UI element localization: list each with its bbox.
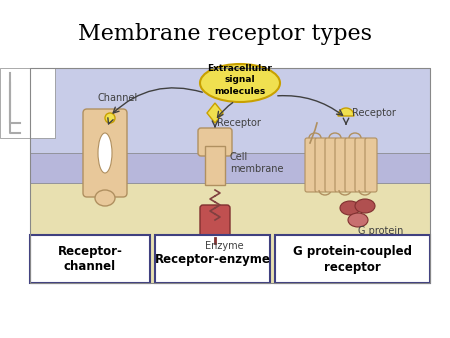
Text: Receptor: Receptor xyxy=(352,108,396,118)
FancyBboxPatch shape xyxy=(0,68,55,138)
Ellipse shape xyxy=(95,190,115,206)
Text: Extracellular
signal
molecules: Extracellular signal molecules xyxy=(207,65,272,96)
FancyBboxPatch shape xyxy=(305,138,317,192)
FancyBboxPatch shape xyxy=(30,235,150,283)
FancyBboxPatch shape xyxy=(345,138,357,192)
FancyBboxPatch shape xyxy=(155,235,270,283)
Ellipse shape xyxy=(98,133,112,173)
FancyBboxPatch shape xyxy=(30,68,430,153)
FancyBboxPatch shape xyxy=(30,153,430,183)
Ellipse shape xyxy=(200,64,280,102)
Text: Enzyme: Enzyme xyxy=(205,241,243,251)
Ellipse shape xyxy=(105,113,115,123)
Text: Receptor: Receptor xyxy=(217,118,261,128)
Polygon shape xyxy=(207,103,223,123)
FancyBboxPatch shape xyxy=(205,146,225,185)
Ellipse shape xyxy=(348,213,368,227)
Text: G protein: G protein xyxy=(358,226,403,236)
Text: Receptor-enzyme: Receptor-enzyme xyxy=(154,252,270,266)
FancyBboxPatch shape xyxy=(315,138,327,192)
FancyBboxPatch shape xyxy=(83,109,127,197)
Ellipse shape xyxy=(355,199,375,213)
Text: Channel: Channel xyxy=(97,93,137,103)
Text: Receptor-
channel: Receptor- channel xyxy=(58,244,122,273)
FancyBboxPatch shape xyxy=(198,128,232,156)
FancyBboxPatch shape xyxy=(335,138,347,192)
Text: G protein-coupled
receptor: G protein-coupled receptor xyxy=(293,244,412,273)
FancyBboxPatch shape xyxy=(325,138,337,192)
FancyBboxPatch shape xyxy=(355,138,367,192)
Text: Cell
membrane: Cell membrane xyxy=(230,152,284,174)
Polygon shape xyxy=(338,108,354,116)
FancyBboxPatch shape xyxy=(30,183,430,283)
Ellipse shape xyxy=(340,201,360,215)
FancyBboxPatch shape xyxy=(200,205,230,241)
FancyBboxPatch shape xyxy=(275,235,430,283)
FancyBboxPatch shape xyxy=(365,138,377,192)
Text: Membrane receptor types: Membrane receptor types xyxy=(78,23,372,45)
